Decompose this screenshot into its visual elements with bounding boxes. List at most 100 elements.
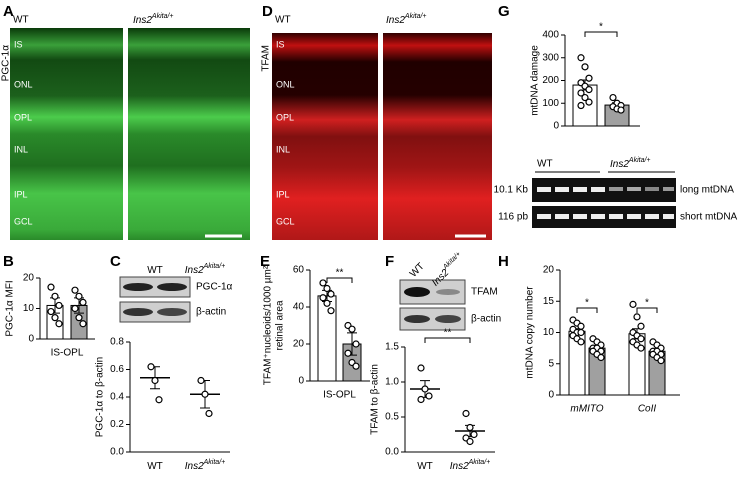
micrograph (10, 28, 123, 240)
layer-label: ONL (276, 79, 295, 89)
panel-letter: B (3, 253, 14, 270)
data-point (466, 423, 474, 432)
group-label: WT (275, 15, 291, 26)
sig-label: ** (336, 268, 344, 279)
micrograph (383, 33, 492, 240)
genotype-label: Ins2Akita/+ (450, 459, 491, 471)
data-point (352, 340, 360, 348)
y-tick-label: 1.0 (385, 377, 399, 388)
y-tick-label: 100 (542, 98, 559, 109)
genotype-sup: Akita/+ (203, 459, 226, 466)
panel-letter: G (498, 3, 510, 20)
micrograph (272, 33, 378, 240)
data-point (577, 338, 585, 346)
genotype-label: WT (147, 461, 163, 472)
genotype-text: WT (147, 265, 163, 276)
sig-bracket (424, 337, 471, 343)
data-point (75, 292, 83, 300)
data-point (75, 314, 83, 322)
x-tick-label: CoII (638, 404, 657, 415)
size-label: 116 pb (498, 212, 528, 223)
y-tick-label: 20 (293, 339, 305, 350)
genotype-sup: Akita/+ (203, 263, 226, 270)
y-tick-label: 0.0 (385, 447, 399, 458)
layer-label: GCL (14, 216, 33, 226)
data-point (462, 409, 470, 418)
data-point (319, 294, 327, 302)
data-point (47, 283, 55, 291)
data-point (597, 353, 605, 362)
sig-bracket (636, 307, 658, 313)
data-point (323, 299, 331, 307)
genotype-sup: Akita/+ (151, 13, 174, 20)
genotype-text: WT (417, 461, 433, 472)
x-tick-label: IS-OPL (51, 348, 84, 359)
group-label: WT (13, 15, 29, 26)
sig-label: * (645, 298, 649, 309)
data-point (71, 286, 79, 294)
data-point (629, 300, 637, 308)
layer-label: IPL (14, 189, 28, 199)
blot-label: TFAM (471, 287, 498, 298)
genotype-label: Ins2Akita/+ (610, 157, 651, 169)
sig-bracket (326, 277, 353, 283)
data-point (327, 290, 335, 298)
size-label: 10.1 Kb (494, 185, 529, 196)
data-point (205, 409, 213, 418)
genotype-sup: Akita/+ (442, 251, 463, 272)
data-point (71, 304, 79, 313)
data-point (147, 363, 155, 371)
genotype-label: WT (417, 461, 433, 472)
data-point (417, 364, 425, 372)
data-point (55, 320, 63, 328)
y-tick-label: 1.5 (385, 342, 399, 353)
panel-letter: A (3, 3, 14, 20)
data-point (79, 298, 87, 306)
data-point (637, 344, 645, 352)
data-point (344, 349, 352, 357)
data-point (585, 74, 593, 82)
bar (572, 84, 598, 127)
genotype-label: WT (408, 261, 427, 280)
y-tick-label: 0.4 (110, 392, 124, 403)
blot-label: β-actin (471, 314, 501, 325)
data-point (155, 396, 163, 404)
data-point (201, 390, 209, 398)
y-tick-label: 5 (548, 358, 554, 369)
data-point (79, 320, 87, 328)
layer-label: OPL (14, 112, 32, 122)
layer-label: INL (14, 144, 28, 154)
blot-label: PGC-1α (196, 282, 233, 293)
stain-label: TFAM (261, 45, 272, 72)
data-point (577, 328, 585, 337)
data-point (581, 63, 589, 71)
genotype-sup: Akita/+ (628, 157, 651, 164)
data-point (421, 385, 429, 393)
data-point (348, 325, 356, 333)
data-point (657, 357, 665, 365)
genotype-text: Ins2 (450, 461, 469, 472)
layer-label: IS (276, 39, 285, 49)
data-point (585, 85, 593, 94)
band-label: short mtDNA (680, 212, 738, 223)
y-axis-label: TFAM to β-actin (370, 364, 381, 435)
data-point (352, 362, 360, 370)
y-tick-label: 300 (542, 52, 559, 63)
data-point (466, 437, 474, 446)
layer-label: IPL (276, 189, 290, 199)
data-point (637, 322, 645, 330)
data-point (617, 106, 625, 114)
panel-letter: D (262, 3, 273, 20)
x-tick-label: IS-OPL (323, 390, 356, 401)
panel-letter: C (110, 253, 121, 270)
genotype-text: Ins2 (185, 265, 204, 276)
x-tick-label: mMITO (570, 404, 603, 415)
y-axis-label: mtDNA copy number (525, 286, 536, 379)
genotype-label: Ins2Akita/+ (386, 13, 427, 25)
y-tick-label: 400 (542, 30, 559, 41)
y-axis-label: PGC-1α to β-actin (95, 357, 106, 437)
genotype-text: Ins2 (133, 15, 152, 26)
panel-letter: H (498, 253, 509, 270)
y-tick-label: 0 (548, 390, 554, 401)
